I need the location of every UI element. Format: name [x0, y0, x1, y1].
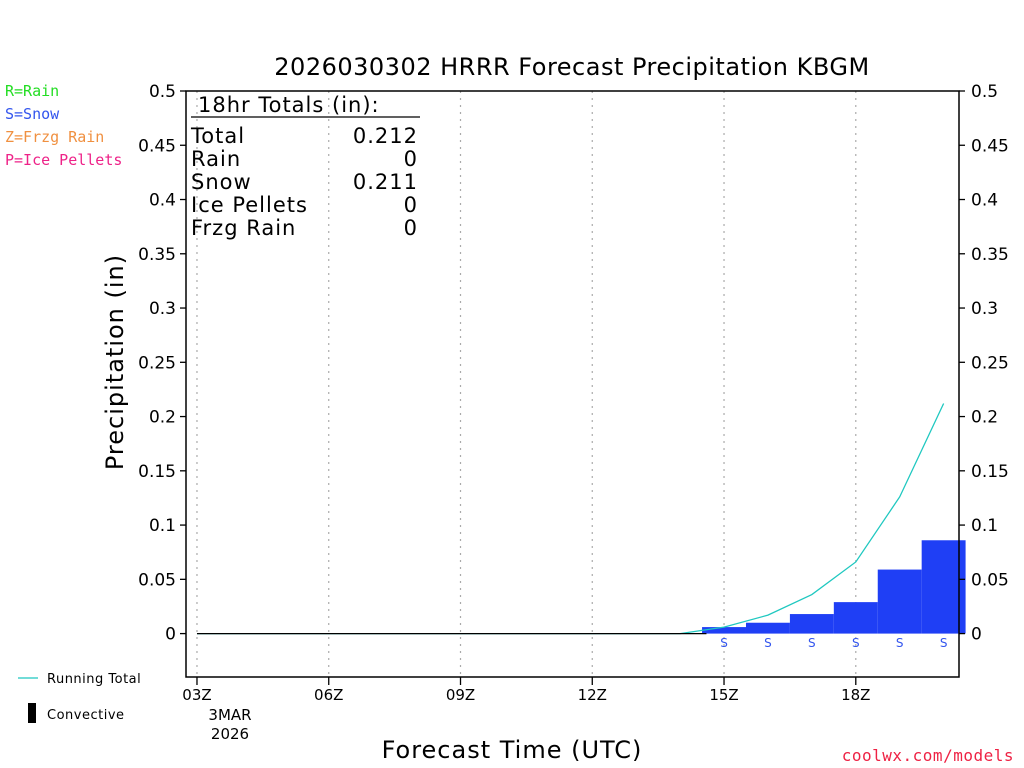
precip-type-legend-item-3: P=Ice Pellets — [5, 151, 122, 169]
precip-type-legend-item-2: Z=Frzg Rain — [5, 128, 104, 146]
x-tick-label-2: 09Z — [446, 686, 475, 704]
convective-legend-swatch — [28, 703, 36, 723]
grid-lines — [196, 91, 857, 677]
ptype-marker-3: S — [852, 636, 860, 650]
precip-type-legend-item-0: R=Rain — [5, 82, 59, 100]
bar-hour-18 — [833, 602, 878, 634]
x-tick-label-5: 18Z — [841, 686, 870, 704]
y-tick-label-left-1: 0.05 — [138, 570, 176, 590]
y-tick-label-right-3: 0.15 — [971, 462, 1009, 482]
y-tick-label-left-7: 0.35 — [138, 245, 176, 265]
precip-type-legend: R=Rain S=Snow Z=Frzg Rain P=Ice Pellets — [5, 82, 122, 169]
totals-row-label-0: Total — [190, 124, 245, 148]
y-tick-label-right-5: 0.25 — [971, 353, 1009, 373]
ptype-marker-1: S — [764, 636, 772, 650]
totals-row-value-2: 0.211 — [353, 170, 418, 194]
convective-legend-label: Convective — [47, 708, 125, 723]
y-tick-label-left-3: 0.15 — [138, 462, 176, 482]
y-tick-label-right-9: 0.45 — [971, 136, 1009, 156]
y-tick-label-right-10: 0.5 — [971, 82, 998, 102]
x-tick-label-4: 15Z — [709, 686, 738, 704]
x-tick-label-3: 12Z — [578, 686, 607, 704]
y-tick-label-right-2: 0.1 — [971, 516, 998, 536]
y-axis-title: Precipitation (in) — [101, 254, 129, 470]
y-tick-label-left-0: 0 — [165, 625, 176, 645]
y-tick-label-left-8: 0.4 — [149, 191, 176, 211]
y-tick-label-right-8: 0.4 — [971, 191, 998, 211]
bar-hour-17 — [789, 614, 834, 634]
totals-box: 18hr Totals (in): Total 0.212 Rain 0 Snow 0.2… — [190, 93, 420, 240]
chart-title: 2026030302 HRRR Forecast Precipitation K… — [274, 53, 869, 81]
bar-hour-15 — [702, 627, 746, 634]
totals-row-value-1: 0 — [404, 147, 418, 171]
totals-row-value-3: 0 — [404, 193, 418, 217]
y-tick-label-right-0: 0 — [971, 625, 982, 645]
x-tick-label-1: 06Z — [314, 686, 343, 704]
x-date-label-year: 2026 — [211, 725, 249, 743]
totals-row-label-1: Rain — [191, 147, 241, 171]
totals-row-label-3: Ice Pellets — [191, 193, 308, 217]
x-axis-ticks: 03Z 06Z 09Z 12Z 15Z 18Z — [182, 677, 870, 704]
y-tick-label-right-6: 0.3 — [971, 299, 998, 319]
plot-frame — [185, 90, 960, 678]
y-tick-label-right-4: 0.2 — [971, 408, 998, 428]
y-tick-label-left-5: 0.25 — [138, 353, 176, 373]
line-legend: Running Total Convective — [18, 672, 141, 723]
x-axis-title: Forecast Time (UTC) — [382, 736, 643, 764]
x-tick-label-0: 03Z — [182, 686, 211, 704]
running-total-legend-label: Running Total — [47, 672, 141, 687]
x-date-label-day: 3MAR — [208, 706, 251, 724]
ptype-marker-0: S — [720, 636, 728, 650]
bar-hour-19 — [877, 569, 922, 634]
y-tick-label-left-9: 0.45 — [138, 136, 176, 156]
totals-row-label-4: Frzg Rain — [191, 216, 296, 240]
y-tick-label-right-1: 0.05 — [971, 570, 1009, 590]
running-total-line — [196, 403, 945, 635]
y-tick-label-left-2: 0.1 — [149, 516, 176, 536]
y-axis-ticks: 0 00.05 0.050.1 0.10.15 0.150.2 0.20.25 0.250.… — [138, 82, 1009, 645]
credit-text: coolwx.com/models — [842, 746, 1014, 765]
bar-series — [702, 540, 966, 634]
ptype-marker-2: S — [808, 636, 816, 650]
y-tick-label-right-7: 0.35 — [971, 245, 1009, 265]
totals-row-value-4: 0 — [404, 216, 418, 240]
totals-row-label-2: Snow — [191, 170, 252, 194]
ptype-marker-4: S — [896, 636, 904, 650]
totals-row-value-0: 0.212 — [353, 124, 418, 148]
y-tick-label-left-6: 0.3 — [149, 299, 176, 319]
y-tick-label-left-4: 0.2 — [149, 408, 176, 428]
bar-hour-16 — [745, 622, 790, 634]
ptype-marker-5: S — [940, 636, 948, 650]
totals-header: 18hr Totals (in): — [198, 93, 380, 117]
precip-type-legend-item-1: S=Snow — [5, 105, 60, 123]
y-tick-label-left-10: 0.5 — [149, 82, 176, 102]
